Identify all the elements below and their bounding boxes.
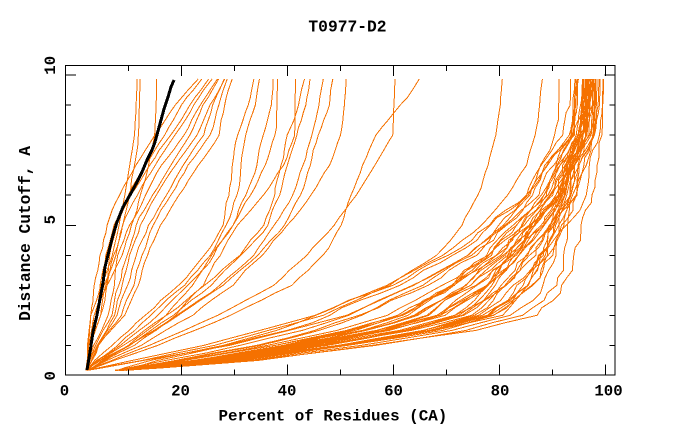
svg-text:5: 5 [42,215,60,224]
svg-text:0: 0 [60,382,69,400]
svg-text:20: 20 [171,382,190,400]
svg-text:Distance Cutoff, A: Distance Cutoff, A [17,146,35,321]
svg-text:Percent of Residues (CA): Percent of Residues (CA) [218,408,447,426]
svg-text:100: 100 [594,382,622,400]
svg-text:40: 40 [278,382,297,400]
svg-text:10: 10 [42,56,60,75]
svg-text:0: 0 [42,371,60,380]
svg-text:80: 80 [491,382,510,400]
svg-text:T0977-D2: T0977-D2 [308,18,386,37]
svg-text:60: 60 [384,382,403,400]
